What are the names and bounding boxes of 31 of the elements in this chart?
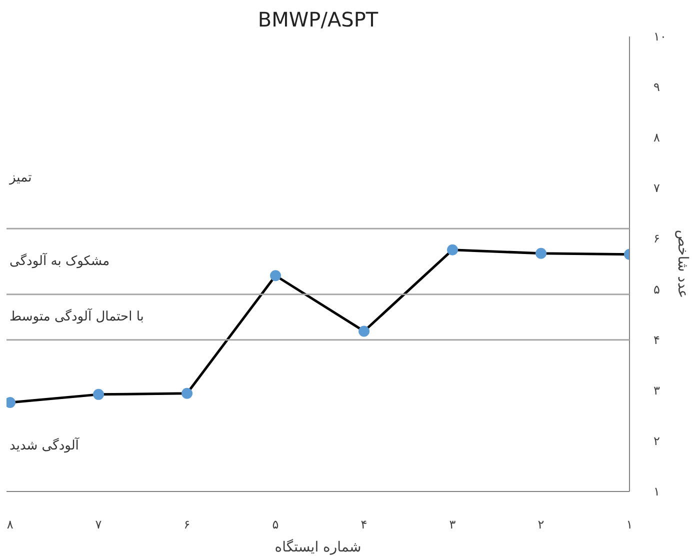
y-axis-title: عدد شاخص (674, 230, 690, 298)
x-tick-label: ۷ (95, 518, 102, 532)
x-tick-label: ۳ (449, 518, 456, 532)
x-tick-label: ۲ (538, 518, 544, 532)
y-tick-label: ۳ (654, 383, 660, 398)
y-tick-label: ۴ (654, 332, 660, 347)
x-tick-label: ۴ (360, 518, 368, 532)
point (270, 270, 282, 282)
x-tick-label: ۵ (272, 518, 279, 532)
annotation: با احتمال آلودگی متوسط (10, 308, 144, 325)
y-tick-label: ۵ (654, 282, 660, 296)
y-tick-label: ۱۰ (654, 30, 666, 44)
point (93, 388, 104, 400)
annotation: آلودگی شدید (10, 436, 80, 454)
y-tick-label: ۱ (654, 484, 660, 498)
y-tick-label: ۶ (654, 232, 660, 246)
y-tick-label: ۹ (654, 80, 660, 94)
chart-title: BMWP/ASPT (258, 8, 379, 32)
annotation: مشکوک به آلودگی (10, 252, 110, 269)
x-tick-label: ۸ (6, 518, 14, 532)
x-axis-title: شماره ایستگاه (274, 538, 362, 556)
annotation: تمیز (8, 170, 32, 186)
point (358, 326, 370, 337)
point (182, 388, 193, 399)
y-tick-label: ۷ (654, 181, 660, 196)
y-tick-label: ۲ (654, 434, 660, 448)
point (536, 248, 547, 259)
x-tick-label: ۶ (184, 518, 190, 532)
y-tick-label: ۸ (654, 130, 660, 145)
point (447, 244, 458, 256)
x-tick-label: ۱ (626, 518, 633, 532)
